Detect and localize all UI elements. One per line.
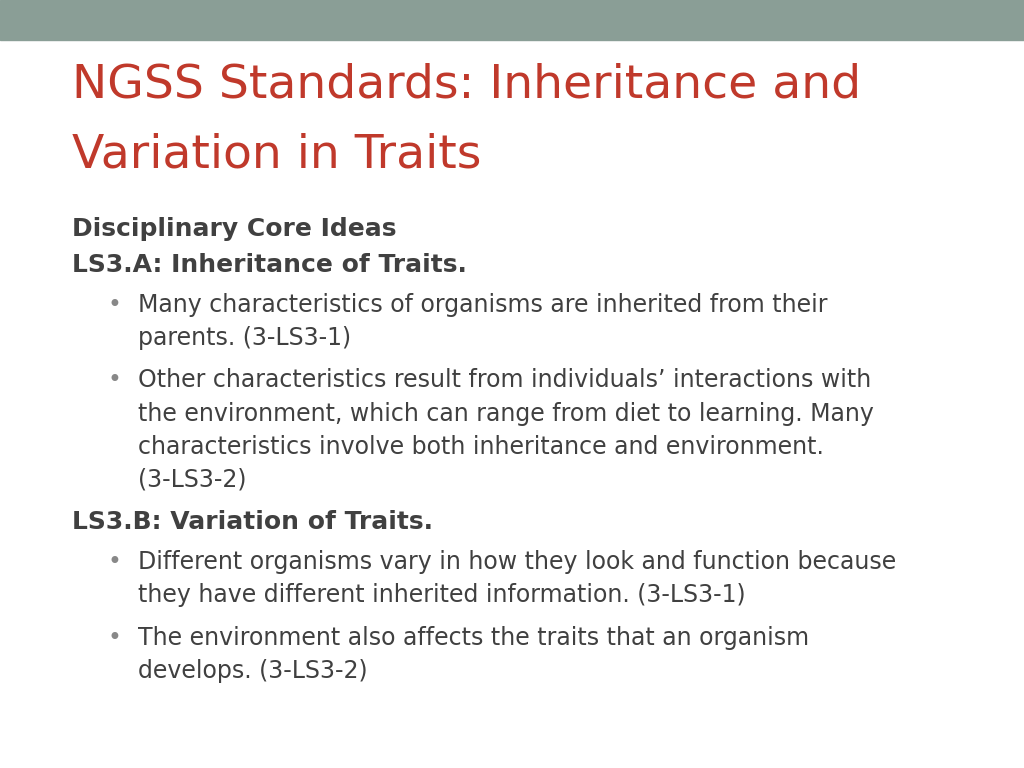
Text: Many characteristics of organisms are inherited from their: Many characteristics of organisms are in… [138,293,827,316]
Text: develops. (3-LS3-2): develops. (3-LS3-2) [138,659,368,683]
Text: parents. (3-LS3-1): parents. (3-LS3-1) [138,326,351,349]
Bar [0,0,1024,40]
Text: NGSS Standards: Inheritance and: NGSS Standards: Inheritance and [72,63,861,108]
Text: Other characteristics result from individuals’ interactions with: Other characteristics result from indivi… [138,369,871,392]
Text: Different organisms vary in how they look and function because: Different organisms vary in how they loo… [138,550,896,574]
Text: LS3.A: Inheritance of Traits.: LS3.A: Inheritance of Traits. [72,253,467,277]
Text: Variation in Traits: Variation in Traits [72,132,481,177]
Text: the environment, which can range from diet to learning. Many: the environment, which can range from di… [138,402,874,425]
Text: •: • [108,550,122,574]
Text: they have different inherited information. (3-LS3-1): they have different inherited informatio… [138,583,745,607]
Text: •: • [108,293,122,316]
Text: LS3.B: Variation of Traits.: LS3.B: Variation of Traits. [72,511,433,535]
Text: Disciplinary Core Ideas: Disciplinary Core Ideas [72,217,396,240]
Text: The environment also affects the traits that an organism: The environment also affects the traits … [138,626,809,650]
Text: •: • [108,626,122,650]
Text: characteristics involve both inheritance and environment.: characteristics involve both inheritance… [138,435,824,458]
Text: (3-LS3-2): (3-LS3-2) [138,468,247,492]
Text: •: • [108,369,122,392]
